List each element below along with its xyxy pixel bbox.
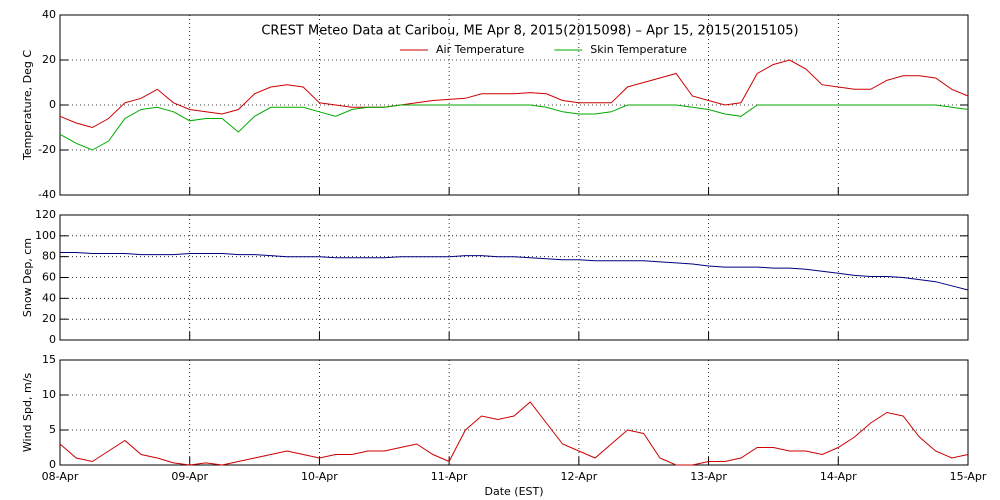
y-tick-label: 60: [42, 271, 56, 284]
x-tick-label: 11-Apr: [431, 470, 468, 483]
y-tick-label: 0: [49, 98, 56, 111]
y-tick-label: 40: [42, 291, 56, 304]
x-tick-label: 10-Apr: [301, 470, 338, 483]
y-tick-label: 5: [49, 423, 56, 436]
y-tick-label: 80: [42, 250, 56, 263]
x-tick-label: 12-Apr: [560, 470, 597, 483]
y-tick-label: -40: [38, 188, 56, 201]
legend-label: Air Temperature: [436, 43, 525, 56]
plot-frame: [59, 359, 969, 466]
y-tick-label: 20: [42, 312, 56, 325]
y-tick-label: 0: [49, 333, 56, 346]
x-tick-label: 15-Apr: [950, 470, 987, 483]
y-tick-label: 10: [42, 388, 56, 401]
y-tick-label: -20: [38, 143, 56, 156]
y-tick-label: 20: [42, 53, 56, 66]
y-axis-label: Snow Dep, cm: [21, 238, 34, 317]
y-tick-label: 40: [42, 8, 56, 21]
y-tick-label: 15: [42, 353, 56, 366]
data-line: [59, 104, 969, 151]
x-axis-label: Date (EST): [484, 485, 543, 498]
y-axis-label: Temperature, Deg C: [21, 50, 34, 161]
y-tick-label: 120: [35, 208, 56, 221]
data-line: [60, 252, 969, 291]
x-tick-label: 08-Apr: [42, 470, 79, 483]
x-tick-label: 14-Apr: [820, 470, 857, 483]
data-line: [59, 59, 969, 129]
y-tick-label: 100: [35, 229, 56, 242]
x-tick-label: 09-Apr: [171, 470, 208, 483]
y-axis-label: Wind Spd, m/s: [21, 373, 34, 453]
legend-label: Skin Temperature: [590, 43, 687, 56]
data-line: [59, 401, 969, 466]
chart-title: CREST Meteo Data at Caribou, ME Apr 8, 2…: [261, 24, 798, 39]
x-tick-label: 13-Apr: [690, 470, 727, 483]
y-tick-label: 0: [49, 458, 56, 471]
